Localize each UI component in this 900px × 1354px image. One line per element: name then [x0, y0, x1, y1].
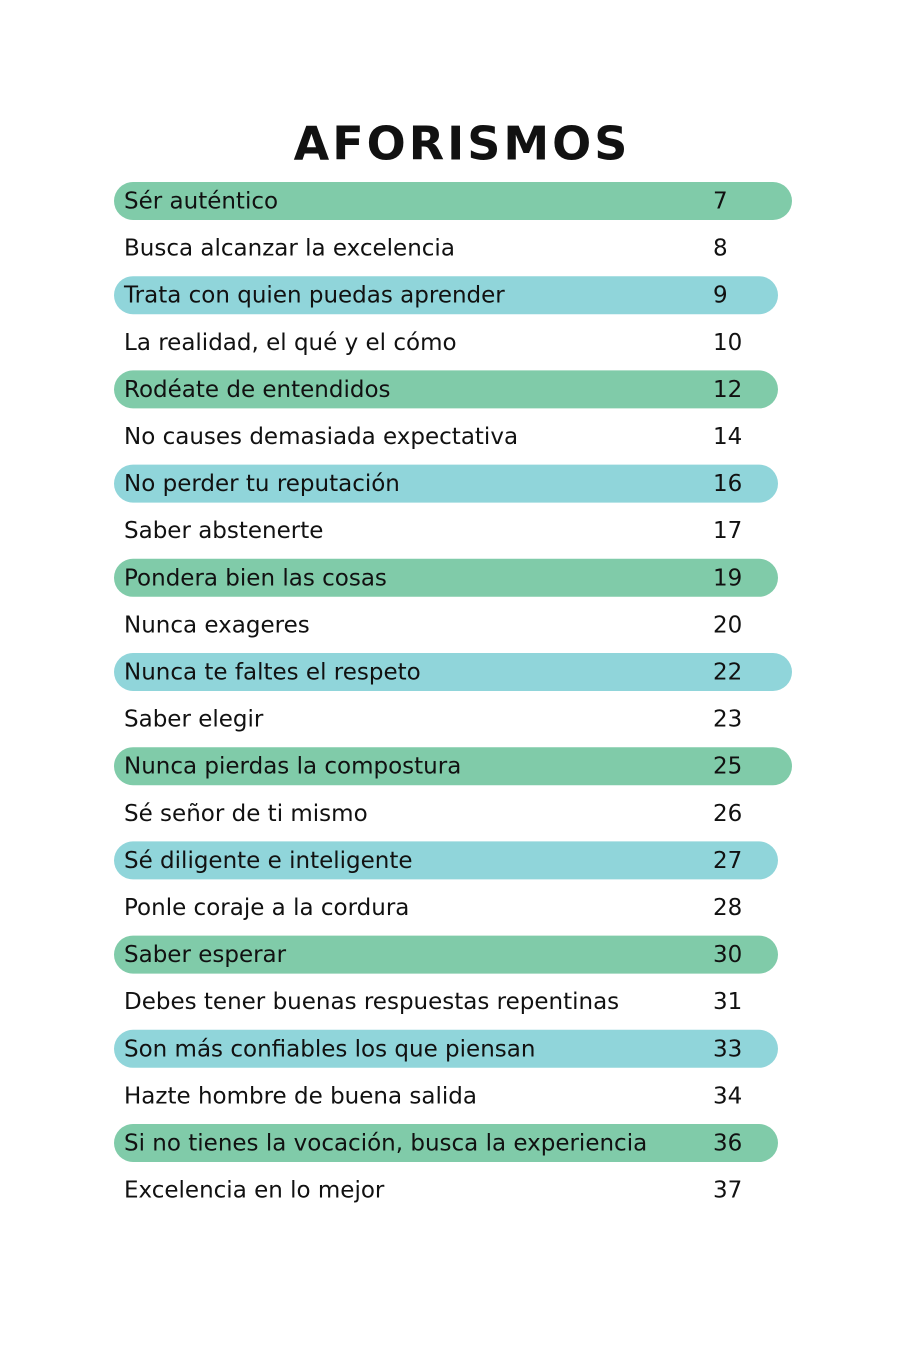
highlight-band: [114, 276, 778, 315]
entry-title: Debes tener buenas respuestas repentinas: [124, 989, 619, 1015]
entry-page: 9: [713, 283, 728, 309]
entry-title: Nunca exageres: [124, 612, 310, 638]
highlight-band: [114, 747, 792, 786]
highlight-band: [114, 182, 792, 220]
entry-page: 19: [713, 565, 742, 591]
highlight-band: [114, 370, 778, 409]
entry-page: 10: [713, 330, 742, 356]
highlight-band: [114, 1029, 778, 1068]
entry-title: La realidad, el qué y el cómo: [124, 330, 457, 356]
entry-page: 34: [713, 1083, 742, 1109]
entry-title: Sé señor de ti mismo: [124, 801, 368, 827]
entry-page: 23: [713, 707, 742, 733]
entry-title: Excelencia en lo mejor: [124, 1178, 385, 1204]
entry-title: Saber abstenerte: [124, 518, 323, 544]
entry-page: 27: [713, 848, 742, 874]
entry-page: 25: [713, 754, 742, 780]
entry-title: Son más confiables los que piensan: [124, 1036, 535, 1062]
entry-page: 20: [713, 612, 742, 638]
entry-page: 36: [713, 1131, 742, 1157]
entry-page: 28: [713, 895, 742, 921]
highlight-bands: [114, 182, 792, 1162]
entry-page: 22: [713, 660, 742, 686]
title: AFORISMOS: [294, 117, 631, 171]
entry-page: 30: [713, 942, 742, 968]
entry-title: Sé diligente e inteligente: [124, 848, 413, 874]
entry-page: 7: [713, 189, 728, 215]
entry-title: Nunca pierdas la compostura: [124, 754, 461, 780]
entry-title: Busca alcanzar la excelencia: [124, 236, 455, 262]
entry-page: 12: [713, 377, 742, 403]
entry-title: Hazte hombre de buena salida: [124, 1083, 477, 1109]
entry-title: Pondera bien las cosas: [124, 565, 387, 591]
entry-page: 37: [713, 1178, 742, 1204]
highlight-band: [114, 935, 778, 974]
highlight-band: [114, 841, 778, 880]
entry-page: 33: [713, 1036, 742, 1062]
entry-page: 31: [713, 989, 742, 1015]
entry-title: Ponle coraje a la cordura: [124, 895, 409, 921]
entry-page: 14: [713, 424, 742, 450]
highlight-band: [114, 558, 778, 597]
entry-page: 16: [713, 471, 742, 497]
entry-page: 8: [713, 236, 728, 262]
entry-title: Si no tienes la vocación, busca la exper…: [124, 1131, 647, 1157]
highlight-band: [114, 1124, 778, 1162]
entry-title: Trata con quien puedas aprender: [123, 283, 505, 309]
entries: Sér auténtico 7 Busca alcanzar la excelenc…: [123, 189, 742, 1204]
highlight-band: [114, 653, 792, 691]
highlight-band: [114, 464, 778, 503]
entry-title: Rodéate de entendidos: [124, 377, 391, 403]
entry-title: Sér auténtico: [124, 189, 278, 215]
entry-title: No causes demasiada expectativa: [124, 424, 518, 450]
entry-title: Nunca te faltes el respeto: [124, 660, 421, 686]
entry-page: 26: [713, 801, 742, 827]
entry-title: Saber esperar: [124, 942, 287, 968]
entry-page: 17: [713, 518, 742, 544]
entry-title: Saber elegir: [124, 707, 264, 733]
entry-title: No perder tu reputación: [124, 471, 400, 497]
